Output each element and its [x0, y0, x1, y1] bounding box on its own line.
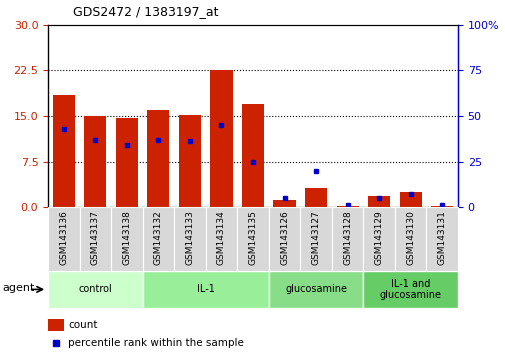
Text: GSM143126: GSM143126 — [279, 210, 288, 265]
Text: GSM143129: GSM143129 — [374, 210, 383, 265]
Bar — [84, 116, 106, 207]
Bar — [305, 188, 326, 207]
Bar — [116, 118, 138, 207]
Bar — [237, 207, 268, 271]
Bar — [179, 115, 200, 207]
Bar — [367, 196, 389, 207]
Text: count: count — [68, 320, 97, 330]
Text: GSM143131: GSM143131 — [437, 210, 446, 265]
Bar — [174, 207, 206, 271]
Text: agent: agent — [3, 282, 35, 292]
Bar — [210, 70, 232, 207]
Bar — [273, 200, 295, 207]
Bar — [363, 271, 457, 308]
Bar — [430, 206, 452, 207]
Bar — [147, 110, 169, 207]
Text: GSM143130: GSM143130 — [406, 210, 414, 265]
Bar — [399, 192, 421, 207]
Bar — [142, 271, 268, 308]
Text: GDS2472 / 1383197_at: GDS2472 / 1383197_at — [73, 5, 219, 18]
Text: IL-1 and
glucosamine: IL-1 and glucosamine — [379, 279, 441, 300]
Text: IL-1: IL-1 — [196, 284, 214, 295]
Text: GSM143128: GSM143128 — [342, 210, 351, 265]
Bar — [241, 104, 264, 207]
Text: GSM143137: GSM143137 — [91, 210, 99, 265]
Text: glucosamine: glucosamine — [284, 284, 346, 295]
Bar — [363, 207, 394, 271]
Text: GSM143134: GSM143134 — [217, 210, 226, 265]
Bar — [206, 207, 237, 271]
Text: GSM143135: GSM143135 — [248, 210, 257, 265]
Text: GSM143133: GSM143133 — [185, 210, 194, 265]
Text: GSM143136: GSM143136 — [59, 210, 68, 265]
Bar — [79, 207, 111, 271]
Bar — [299, 207, 331, 271]
Text: GSM143127: GSM143127 — [311, 210, 320, 265]
Bar — [268, 207, 299, 271]
Bar — [331, 207, 363, 271]
Text: GSM143138: GSM143138 — [122, 210, 131, 265]
Bar — [142, 207, 174, 271]
Text: percentile rank within the sample: percentile rank within the sample — [68, 338, 244, 348]
Bar — [426, 207, 457, 271]
Bar — [53, 95, 75, 207]
Bar — [268, 271, 363, 308]
Bar — [111, 207, 142, 271]
Text: control: control — [78, 284, 112, 295]
Bar — [48, 319, 64, 331]
Bar — [48, 271, 142, 308]
Bar — [394, 207, 426, 271]
Text: GSM143132: GSM143132 — [154, 210, 163, 265]
Bar — [48, 207, 79, 271]
Bar — [336, 206, 358, 207]
